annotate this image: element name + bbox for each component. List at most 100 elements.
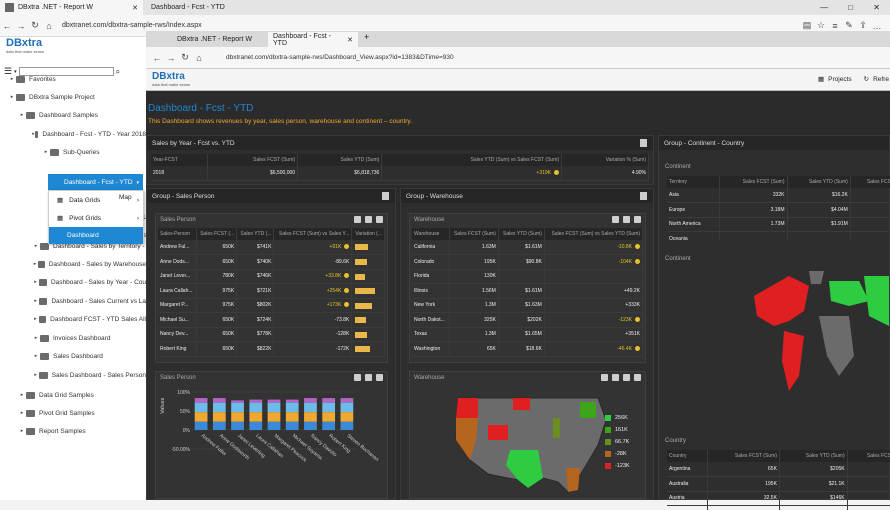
refresh-button[interactable]: Refre (873, 76, 889, 83)
tree-item[interactable]: ▸Sub-Queries (0, 143, 146, 161)
table-row[interactable]: Anne Dods...650K$740K-89.6K (158, 255, 385, 270)
tree-item[interactable]: ▸Dashboard - Sales by Warehouse (0, 255, 146, 273)
column-header[interactable]: Sales YTD (... (237, 228, 274, 240)
forward-icon[interactable]: → (14, 19, 28, 33)
close-window-icon[interactable]: ✕ (873, 3, 880, 12)
export-icon[interactable] (612, 374, 619, 381)
menu-item-pivot-grids[interactable]: ▦Pivot Grids› (49, 209, 143, 227)
table-row[interactable]: Andrew Ful...650K$741K+91K (158, 240, 385, 255)
refresh-icon[interactable]: ↻ (28, 19, 42, 33)
expand-arrow-icon[interactable]: ▸ (32, 353, 40, 359)
expand-arrow-icon[interactable]: ▸ (18, 112, 26, 118)
column-header[interactable]: Year-FCST (151, 154, 207, 166)
new-tab-icon[interactable]: + (364, 32, 369, 42)
refresh-app-icon[interactable]: ↻ (864, 75, 869, 83)
tree-item[interactable]: ▸Invoices Dashboard (0, 329, 146, 347)
table-row[interactable]: Nancy Dev...650K$778K-128K (158, 327, 385, 342)
column-header[interactable]: Sales-Person (158, 228, 196, 240)
column-header[interactable]: Sales FCST (Sum) (707, 450, 779, 462)
table-row[interactable]: Michael Su...650K$724K-73.8K (158, 313, 385, 328)
projects-icon[interactable]: ▦ (818, 75, 824, 83)
expand-arrow-icon[interactable]: ▸ (18, 392, 26, 398)
column-header[interactable]: Sales YTD (Sum) vs Sales FCST (Sum) (382, 154, 562, 166)
north-dakota-state[interactable] (513, 398, 530, 410)
filter-icon[interactable] (623, 216, 630, 223)
expand-arrow-icon[interactable]: ▸ (8, 76, 16, 82)
tree-item[interactable]: ▸Dashboard - Sales Current vs La (0, 292, 146, 310)
tree-item[interactable]: ▸Dashboard - Fcst - YTD - Year 2018 (0, 125, 146, 143)
close-tab-icon[interactable]: ✕ (347, 36, 353, 44)
expand-arrow-icon[interactable]: ▸ (32, 243, 40, 249)
expand-arrow-icon[interactable]: ▸ (18, 428, 26, 434)
home-icon[interactable]: ⌂ (192, 51, 206, 65)
table-row[interactable]: Belgium$27.4K (667, 506, 890, 510)
tree-item[interactable]: ▸Report Samples (0, 422, 146, 440)
europe-region[interactable] (829, 281, 869, 306)
maximize-icon[interactable]: □ (848, 3, 853, 12)
back-url[interactable]: dbxtranet.com/dbxtra-sample-rws/Index.as… (62, 22, 202, 29)
export-icon[interactable] (354, 216, 361, 223)
africa-region[interactable] (819, 316, 854, 376)
column-header[interactable]: Sales YTD (Sum) (787, 176, 850, 188)
column-header[interactable]: Sales FCST (Sum) vs Sales YTD (Sum) (544, 228, 642, 240)
back-icon[interactable]: ← (0, 19, 14, 33)
column-header[interactable]: Sales YTD (Sum) (498, 228, 544, 240)
zoom-icon[interactable] (601, 374, 608, 381)
column-header[interactable]: Sales FCST (847, 450, 890, 462)
front-url[interactable]: dbxtranet.com/dbxtra-sample-rws/Dashboar… (226, 54, 454, 61)
north-america-region[interactable] (754, 276, 809, 326)
column-header[interactable]: Sales FCST (Sum) (719, 176, 787, 188)
refresh-icon[interactable]: ↻ (178, 51, 192, 65)
tree-item[interactable]: ▸Sales Dashboard (0, 347, 146, 365)
selected-tree-item[interactable]: Dashboard - Fcst - YTD▾ (48, 174, 143, 191)
column-header[interactable]: Variation % (Sum) (562, 154, 649, 166)
forward-icon[interactable]: → (164, 51, 178, 65)
settings-icon[interactable] (376, 216, 383, 223)
close-tab-icon[interactable]: ✕ (132, 4, 138, 12)
minimize-icon[interactable]: — (820, 3, 828, 12)
projects-button[interactable]: Projects (828, 76, 851, 83)
column-header[interactable]: Sales FCST (Sum) (449, 228, 498, 240)
expand-arrow-icon[interactable]: ▸ (32, 335, 40, 341)
asia-region[interactable] (864, 276, 889, 326)
tree-item[interactable]: ▸Dashboard - Sales by Year - Cou (0, 273, 146, 291)
filter-icon[interactable] (365, 216, 372, 223)
export-icon[interactable] (612, 216, 619, 223)
table-row[interactable]: Laura Callah...975K$721K+254K (158, 284, 385, 299)
table-row[interactable]: Margaret P...975K$802K+173K (158, 298, 385, 313)
tree-item[interactable]: ▸Favorites (0, 70, 146, 88)
column-header[interactable]: Sales YTD (Sum) (779, 450, 847, 462)
column-header[interactable]: Variation (... (352, 228, 385, 240)
export-icon[interactable] (640, 192, 647, 200)
filter-icon[interactable] (365, 374, 372, 381)
settings-icon[interactable] (376, 374, 383, 381)
table-row[interactable]: Janet Lever...780K$746K+33.8K (158, 269, 385, 284)
new-york-state[interactable] (580, 402, 596, 418)
column-header[interactable]: Territory (667, 176, 719, 188)
table-row[interactable]: North Dakot...325K$202K-123K (412, 313, 643, 328)
tree-item[interactable]: ▸Pivot Grid Samples (0, 404, 146, 422)
settings-icon[interactable] (634, 374, 641, 381)
menu-item-dashboard[interactable]: Dashboard (49, 227, 143, 244)
column-header[interactable]: Sales FCST (Sum) (207, 154, 297, 166)
tree-item[interactable]: ▸Data Grid Samples (0, 386, 146, 404)
column-header[interactable]: Country (667, 450, 707, 462)
export-icon[interactable] (640, 139, 647, 147)
home-icon[interactable]: ⌂ (42, 19, 56, 33)
tree-item[interactable]: ▸DBxtra Sample Project (0, 88, 146, 106)
filter-icon[interactable] (623, 374, 630, 381)
south-america-region[interactable] (782, 331, 804, 391)
column-header[interactable]: Sales YTD (Sum) (298, 154, 382, 166)
illinois-state[interactable] (553, 418, 560, 438)
column-header[interactable]: Sales FCST (Sum) vs Sales Y... (274, 228, 352, 240)
colorado-state[interactable] (488, 425, 508, 440)
